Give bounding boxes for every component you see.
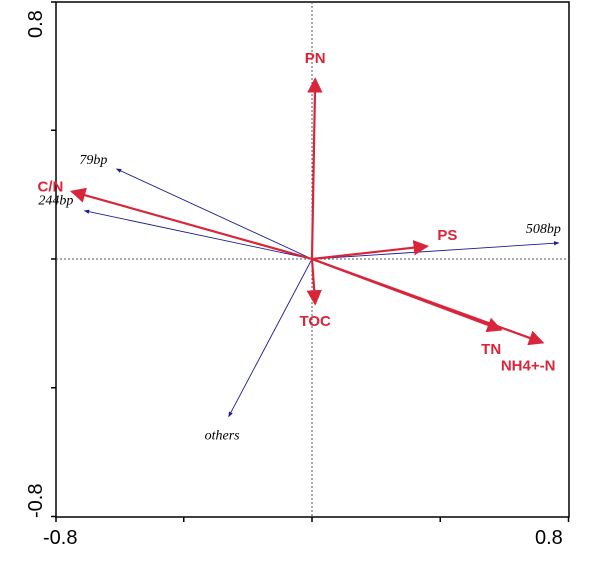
y-tick-label-max: 0.8: [25, 10, 47, 38]
species-label-79bp: 79bp: [79, 153, 107, 168]
y-tick-label-min: -0.8: [25, 484, 47, 518]
env-label-nh4-n: NH4+-N: [501, 358, 556, 375]
x-tick-label-max: 0.8: [535, 527, 563, 549]
species-vector-244bp: [83, 209, 313, 260]
env-label-tn: TN: [481, 341, 501, 358]
env-label-ps: PS: [437, 227, 457, 244]
species-label-others: others: [205, 429, 241, 444]
species-vector-others: [228, 258, 313, 418]
env-label-pn: PN: [305, 50, 326, 67]
env-vector-ps: [311, 240, 429, 261]
species-vector-79bp: [115, 168, 313, 260]
environment-vectors: [70, 77, 545, 346]
x-tick-label-min: -0.8: [43, 527, 77, 549]
species-vector-508bp: [311, 241, 560, 260]
species-vectors: [83, 168, 560, 418]
env-vector-toc: [306, 258, 322, 306]
env-vector-nh4-n: [311, 257, 545, 346]
env-vector-pn: [307, 77, 323, 260]
env-label-toc: TOC: [300, 313, 332, 330]
env-label-c-n: C/N: [38, 178, 64, 195]
species-label-244bp: 244bp: [38, 194, 73, 209]
env-vector-c-n: [70, 187, 313, 261]
axis-ticks: [51, 1, 570, 522]
species-label-508bp: 508bp: [526, 222, 561, 237]
